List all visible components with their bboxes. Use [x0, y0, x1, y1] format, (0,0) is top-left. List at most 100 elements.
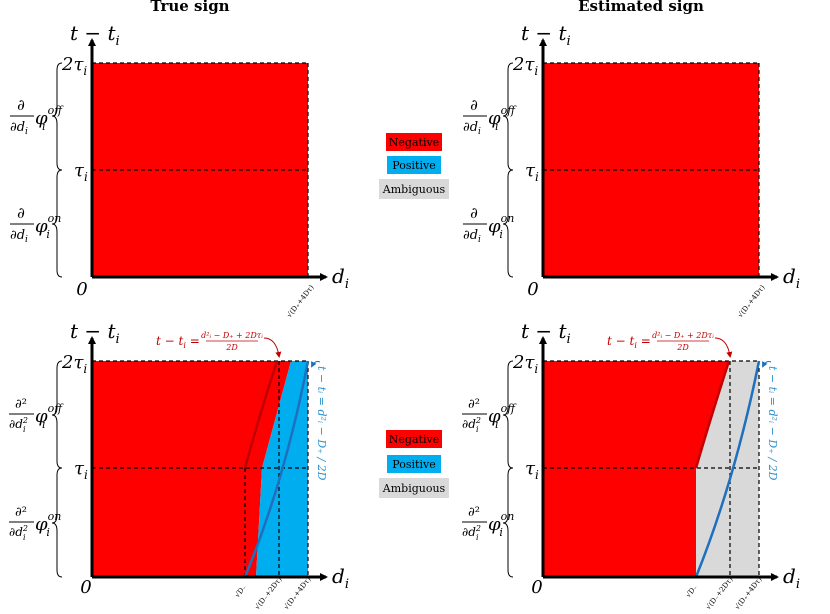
- panel-bottom-left: 0 di t − ti 2τi τi √D₋ √(D₋+2Dτ) √(D₊+4D…: [9, 319, 349, 611]
- red-curve: [243, 360, 279, 469]
- svg-text:∂²: ∂²: [468, 397, 480, 412]
- svg-text:∂²: ∂²: [15, 505, 27, 520]
- legend-positive-swatch: [387, 156, 441, 174]
- brace-off: [51, 360, 63, 469]
- svg-text:d²ᵢ − D₊ + 2Dτᵢ: d²ᵢ − D₊ + 2Dτᵢ: [652, 331, 714, 340]
- y-axis-label: t − ti: [70, 21, 120, 49]
- red-equation-annotation: t − ti = d²ᵢ − D₊ + 2Dτᵢ 2D: [156, 331, 282, 358]
- title-estimated-sign: Estimated sign: [578, 0, 704, 15]
- legend-negative-swatch: [386, 133, 442, 151]
- negative-region: [543, 361, 729, 577]
- negative-region: [92, 361, 291, 577]
- panel-top-left: 0 di t − ti 2τi τi √(D₊+4Dτ) ∂ ∂di φoff i…: [10, 21, 349, 319]
- tick-sqrt-dminus-2dtau: √(D₋+2Dτ): [253, 575, 284, 611]
- x-axis-label: di: [783, 264, 800, 292]
- two-tau-label: 2τi: [512, 54, 538, 78]
- brace-off: [51, 62, 63, 171]
- svg-text:∂: ∂: [470, 96, 478, 114]
- x-axis-label: di: [332, 264, 349, 292]
- svg-text:∂d2i: ∂d2 i: [9, 524, 28, 542]
- svg-text:∂: ∂: [17, 204, 25, 222]
- y-axis-label: t − ti: [521, 319, 571, 347]
- svg-text:2D: 2D: [676, 343, 689, 352]
- svg-text:∂di: ∂di: [10, 228, 28, 245]
- legend-ambiguous-label: Ambiguous: [382, 482, 446, 495]
- svg-text:∂d2i: ∂d2 i: [462, 416, 481, 434]
- legend-bottom: Negative Positive Ambiguous: [379, 430, 449, 498]
- tick-top-right: √(D₊+4Dτ): [736, 283, 767, 319]
- legend-positive-label: Positive: [392, 458, 435, 471]
- tau-label: τi: [74, 458, 88, 482]
- label-second-off: ∂² ∂d2 i φoff i: [462, 397, 517, 434]
- tick-sqrt-dminus: √D₋: [684, 583, 699, 599]
- svg-text:t − ti =: t − ti =: [156, 334, 200, 350]
- tau-label: τi: [74, 160, 88, 184]
- blue-curve: [243, 360, 310, 578]
- origin-label: 0: [76, 279, 87, 300]
- origin-label: 0: [531, 577, 542, 598]
- tick-sqrt-dplus-4dtau: √(D₊+4Dτ): [733, 575, 764, 611]
- svg-text:t − ti =: t − ti =: [607, 334, 651, 350]
- x-axis-label: di: [783, 564, 800, 592]
- blue-curve: [694, 360, 761, 578]
- label-first-off: ∂ ∂di φoff i: [463, 96, 517, 137]
- legend-ambiguous-label: Ambiguous: [382, 183, 446, 196]
- svg-text:∂di: ∂di: [10, 120, 28, 137]
- svg-text:∂di: ∂di: [463, 228, 481, 245]
- two-tau-label: 2τi: [512, 352, 538, 376]
- legend-negative-swatch: [386, 430, 442, 448]
- blue-equation-annotation: t − tᵢ = d²ᵢ − D₊ / 2D: [762, 361, 779, 481]
- label-second-off: ∂² ∂d2 i φoff i: [9, 397, 64, 434]
- panel-bottom-right: 0 di t − ti 2τi τi √D₋ √(D₋+2Dτ) √(D₊+4D…: [462, 319, 800, 611]
- brace-on: [502, 169, 514, 278]
- legend-ambiguous-swatch: [379, 179, 449, 199]
- two-tau-label: 2τi: [61, 54, 87, 78]
- tick-sqrt-dminus: √D₋: [233, 583, 248, 599]
- brace-off: [502, 360, 514, 469]
- legend-negative-label: Negative: [389, 433, 439, 446]
- tick-sqrt-dplus-4dtau: √(D₊+4Dτ): [282, 575, 313, 611]
- tau-label: τi: [525, 458, 539, 482]
- legend-positive-label: Positive: [392, 159, 435, 172]
- legend-ambiguous-swatch: [379, 478, 449, 498]
- panel-top-right: 0 di t − ti 2τi τi √(D₊+4Dτ) ∂ ∂di φoff i…: [463, 21, 800, 319]
- svg-text:∂²: ∂²: [468, 505, 480, 520]
- label-second-on: ∂² ∂d2 i φon i: [9, 505, 61, 542]
- brace-on: [51, 169, 63, 278]
- origin-label: 0: [527, 279, 538, 300]
- svg-text:∂²: ∂²: [15, 397, 27, 412]
- brace-off: [502, 62, 514, 171]
- red-curve: [694, 360, 731, 469]
- svg-text:∂: ∂: [17, 96, 25, 114]
- title-true-sign: True sign: [150, 0, 229, 15]
- x-axis-label: di: [332, 564, 349, 592]
- brace-on: [502, 467, 514, 578]
- svg-text:∂d2i: ∂d2 i: [9, 416, 28, 434]
- svg-text:t − tᵢ = d²ᵢ − D₊ / 2D: t − tᵢ = d²ᵢ − D₊ / 2D: [315, 366, 328, 481]
- origin-label: 0: [80, 577, 91, 598]
- blue-equation-annotation: t − tᵢ = d²ᵢ − D₊ / 2D: [311, 361, 328, 481]
- ambiguous-region: [696, 361, 759, 577]
- tick-top-left: √(D₊+4Dτ): [285, 283, 316, 319]
- tick-sqrt-dminus-2dtau: √(D₋+2Dτ): [704, 575, 735, 611]
- svg-text:∂: ∂: [470, 204, 478, 222]
- y-axis-label: t − ti: [70, 319, 120, 347]
- svg-text:t − tᵢ = d²ᵢ − D₊ / 2D: t − tᵢ = d²ᵢ − D₊ / 2D: [766, 366, 779, 481]
- y-axis-label: t − ti: [521, 21, 571, 49]
- legend-positive-swatch: [387, 455, 441, 473]
- legend-top: Negative Positive Ambiguous: [379, 133, 449, 199]
- label-first-on: ∂ ∂di φon i: [463, 204, 514, 245]
- label-first-off: ∂ ∂di φoff i: [10, 96, 64, 137]
- two-tau-label: 2τi: [61, 352, 87, 376]
- label-first-on: ∂ ∂di φon i: [10, 204, 61, 245]
- brace-on: [51, 467, 63, 578]
- legend-negative-label: Negative: [389, 136, 439, 149]
